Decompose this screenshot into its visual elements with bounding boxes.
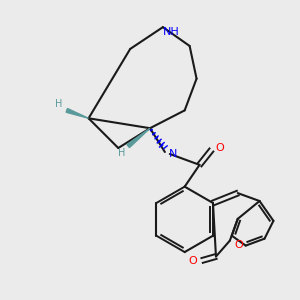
Text: O: O	[189, 256, 198, 266]
Text: NH: NH	[162, 27, 179, 37]
Text: H: H	[118, 148, 125, 158]
Polygon shape	[66, 109, 88, 118]
Text: O: O	[215, 143, 224, 153]
Text: O: O	[234, 240, 243, 250]
Text: H: H	[55, 99, 62, 110]
Text: N: N	[169, 149, 177, 159]
Polygon shape	[127, 128, 150, 148]
